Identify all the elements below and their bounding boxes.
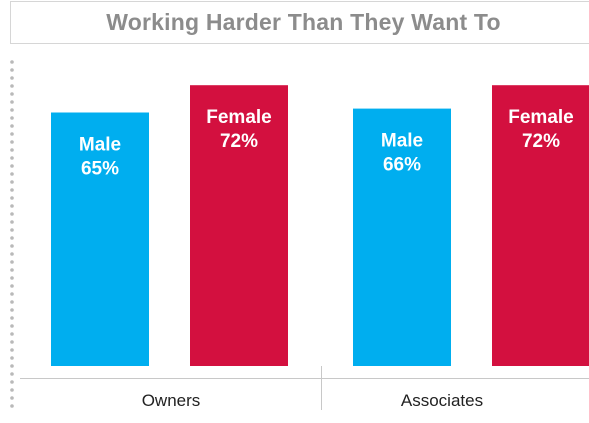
left-border-dot — [10, 396, 14, 400]
left-border-dot — [10, 124, 14, 128]
left-border-dot — [10, 380, 14, 384]
left-border-dot — [10, 68, 14, 72]
series-label: Female — [508, 107, 573, 128]
left-border-dot — [10, 116, 14, 120]
left-border-dot — [10, 348, 14, 352]
left-border-dot — [10, 164, 14, 168]
series-label: Female — [206, 107, 271, 128]
left-border-dot — [10, 156, 14, 160]
data-label: 72% — [522, 131, 560, 152]
bar-female-owners — [190, 85, 288, 366]
chart-title-box: Working Harder Than They Want To — [10, 1, 589, 44]
category-label-associates: Associates — [401, 391, 483, 410]
category-label-owners: Owners — [142, 391, 201, 410]
bar-female-associates — [492, 85, 589, 366]
data-label: 72% — [220, 131, 258, 152]
data-label: 65% — [81, 159, 119, 180]
left-border-dot — [10, 340, 14, 344]
left-border-dot — [10, 372, 14, 376]
left-border-dot — [10, 180, 14, 184]
left-border-dot — [10, 228, 14, 232]
left-border-dot — [10, 284, 14, 288]
left-border-dot — [10, 148, 14, 152]
left-border-dot — [10, 140, 14, 144]
left-border-dot — [10, 212, 14, 216]
left-border-dot — [10, 236, 14, 240]
left-border-dot — [10, 308, 14, 312]
left-border-dot — [10, 196, 14, 200]
left-border-dot — [10, 388, 14, 392]
left-border-dot — [10, 60, 14, 64]
series-label: Male — [381, 131, 423, 152]
left-border-dot — [10, 76, 14, 80]
series-label: Male — [79, 135, 121, 156]
left-border-dot — [10, 188, 14, 192]
left-border-dot — [10, 300, 14, 304]
left-border-dot — [10, 364, 14, 368]
left-border-dot — [10, 100, 14, 104]
left-border-dot — [10, 276, 14, 280]
left-border-dot — [10, 244, 14, 248]
left-border-dot — [10, 260, 14, 264]
left-border-dot — [10, 332, 14, 336]
left-border-dot — [10, 84, 14, 88]
left-border-dot — [10, 404, 14, 408]
left-border-dot — [10, 324, 14, 328]
left-border-dot — [10, 292, 14, 296]
left-border-dot — [10, 252, 14, 256]
left-border-dot — [10, 132, 14, 136]
left-border-dot — [10, 172, 14, 176]
left-border-dot — [10, 108, 14, 112]
left-border-dot — [10, 220, 14, 224]
left-border-dot — [10, 316, 14, 320]
data-label: 66% — [383, 155, 421, 176]
left-border-dot — [10, 268, 14, 272]
left-border-dot — [10, 356, 14, 360]
left-border-dot — [10, 92, 14, 96]
left-border-dot — [10, 204, 14, 208]
bar-male-owners — [51, 112, 149, 366]
bar-male-associates — [353, 108, 451, 366]
chart-title: Working Harder Than They Want To — [106, 9, 501, 35]
